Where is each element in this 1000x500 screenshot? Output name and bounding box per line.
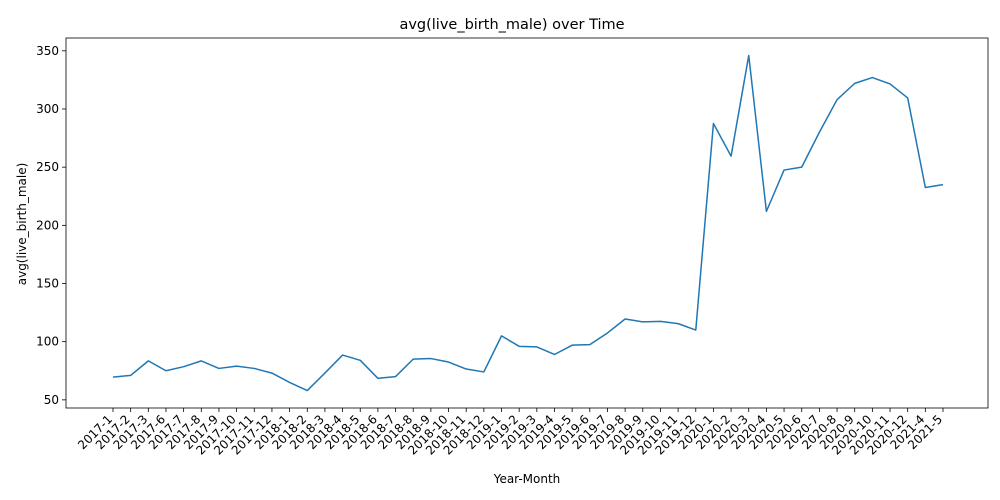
y-tick-label: 250 — [36, 160, 59, 174]
y-tick-label: 200 — [36, 218, 59, 232]
y-tick-label: 50 — [44, 393, 59, 407]
chart-title: avg(live_birth_male) over Time — [399, 17, 624, 33]
axes-frame — [65, 37, 989, 409]
y-tick-label: 100 — [36, 335, 59, 349]
plot-area: 501001502002503003502017-12017-22017-320… — [36, 37, 989, 458]
series-line — [112, 54, 944, 392]
y-tick-label: 150 — [36, 277, 59, 291]
y-tick-label: 350 — [36, 44, 59, 58]
y-axis-label: avg(live_birth_male) — [15, 163, 29, 286]
x-axis-label: Year-Month — [493, 472, 561, 486]
y-tick-label: 300 — [36, 102, 59, 116]
